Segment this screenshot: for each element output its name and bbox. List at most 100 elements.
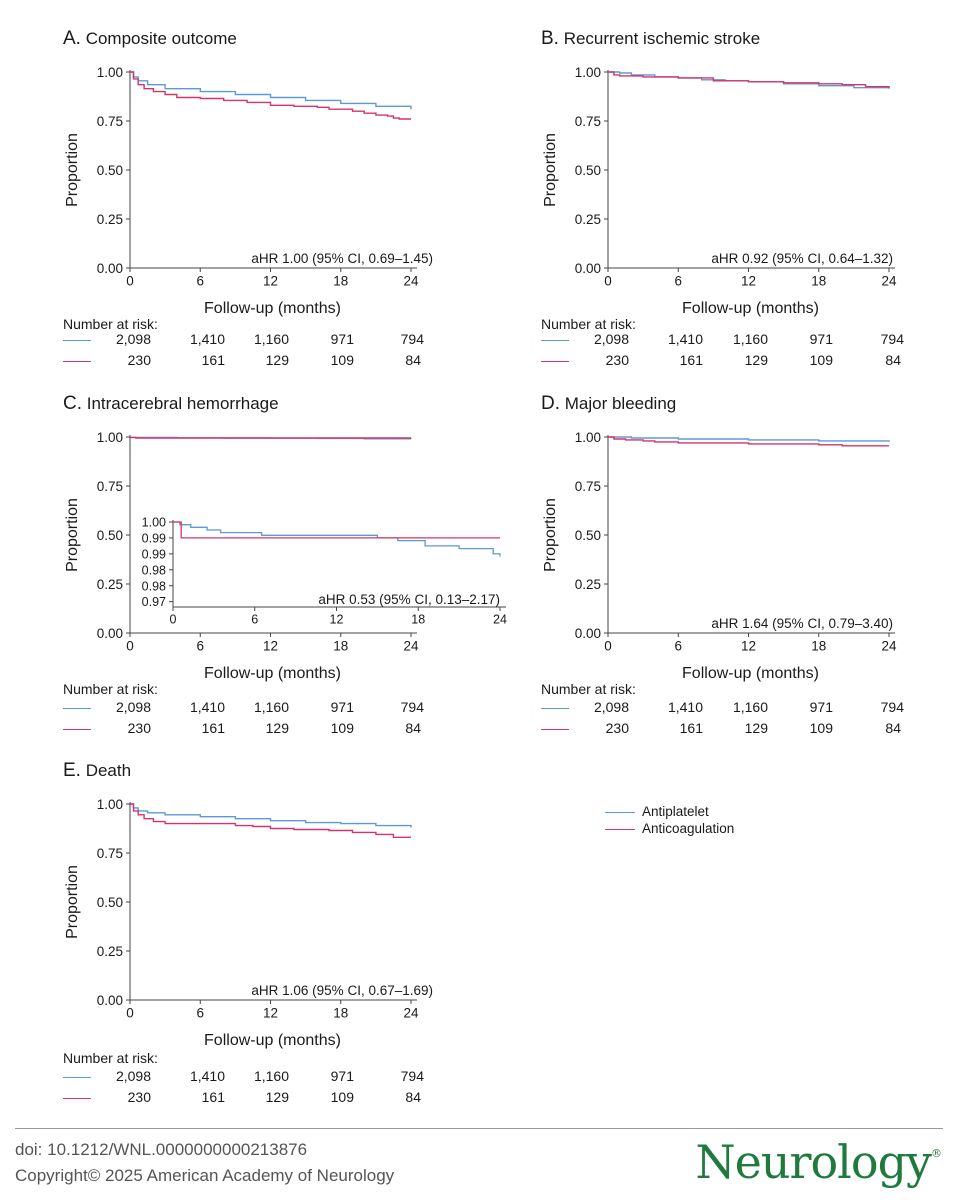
y-tick-label: 0.50 — [575, 528, 601, 543]
panel-letter: A. — [63, 28, 81, 49]
risk-value: 161 — [679, 352, 703, 368]
panel-letter: B. — [541, 28, 559, 49]
legend-label: Antiplatelet — [642, 804, 709, 819]
y-tick-label: 1.00 — [97, 430, 123, 445]
x-tick-label: 0 — [604, 274, 612, 289]
series-line-anticoagulation — [130, 71, 411, 120]
y-axis-label: Proportion — [64, 133, 81, 207]
x-tick-label: 24 — [881, 274, 897, 289]
risk-value: 794 — [880, 331, 904, 347]
x-tick-label: 6 — [196, 274, 204, 289]
risk-value: 794 — [400, 331, 424, 347]
risk-value: 84 — [405, 720, 421, 736]
panel-major-bleeding: D. Major bleeding 0 6 12 18 24 0.00 0.25 0.50 0.… — [478, 365, 958, 736]
risk-value: 109 — [330, 352, 354, 368]
panel-title: A. Composite outcome — [63, 28, 237, 50]
risk-value: 1,410 — [667, 331, 703, 347]
x-tick-label: 12 — [741, 639, 756, 654]
risk-row-line — [541, 729, 569, 730]
risk-value: 1,160 — [732, 699, 768, 715]
y-tick-label: 0.25 — [575, 212, 601, 227]
risk-row-antiplatelet: 2,098 1,410 1,160 971 794 — [0, 331, 480, 349]
x-tick-label: 0 — [126, 639, 134, 654]
y-tick-label: 0.00 — [575, 626, 601, 641]
y-tick-label: 0.00 — [97, 261, 123, 276]
risk-table-header: Number at risk: — [541, 316, 636, 332]
x-tick-label: 24 — [881, 639, 897, 654]
panel-title-text: Composite outcome — [85, 29, 237, 48]
panel-title-text: Intracerebral hemorrhage — [86, 394, 279, 413]
y-tick-label: 0.98 — [142, 579, 166, 593]
y-tick-label: 0.50 — [97, 163, 123, 178]
x-axis-label: Follow-up (months) — [204, 665, 341, 682]
x-axis-label: Follow-up (months) — [682, 300, 819, 317]
y-tick-label: 0.00 — [97, 626, 123, 641]
y-tick-label: 1.00 — [97, 797, 123, 812]
x-tick-label: 18 — [811, 274, 826, 289]
x-tick-label: 6 — [196, 1006, 204, 1021]
risk-value: 109 — [809, 352, 833, 368]
km-plot: 0 6 12 18 24 0.00 0.25 0.50 0.75 1.00 Follow-up (m… — [542, 430, 897, 682]
x-tick-label: 6 — [674, 639, 682, 654]
risk-value: 129 — [265, 1089, 289, 1105]
risk-row-antiplatelet: 2,098 1,410 1,160 971 794 — [0, 699, 480, 717]
risk-row-anticoagulation: 230 161 129 109 84 — [0, 1089, 480, 1107]
risk-value: 161 — [201, 1089, 225, 1105]
risk-row-line — [63, 1077, 91, 1078]
footer-doi: doi: 10.1212/WNL.0000000000213876 — [15, 1140, 308, 1159]
risk-row-anticoagulation: 230 161 129 109 84 — [0, 352, 480, 370]
panel-composite-outcome: A. Composite outcome 0 6 12 18 24 0.00 0.25 0.5… — [0, 0, 480, 370]
series-line-anticoagulation — [130, 436, 411, 439]
x-tick-label: 18 — [333, 1006, 348, 1021]
y-tick-label: 0.50 — [575, 163, 601, 178]
risk-table-header: Number at risk: — [63, 1050, 158, 1066]
risk-value: 161 — [679, 720, 703, 736]
km-plot: 0 6 12 18 24 0.00 0.25 0.50 0.75 1.00 Follow-up (m… — [64, 65, 433, 317]
y-tick-label: 0.97 — [142, 595, 166, 609]
y-tick-label: 0.25 — [97, 577, 123, 592]
x-axis-label: Follow-up (months) — [204, 300, 341, 317]
risk-value: 230 — [605, 352, 629, 368]
hazard-ratio-annotation: aHR 0.92 (95% CI, 0.64–1.32) — [711, 251, 893, 266]
x-tick-label: 0 — [604, 639, 612, 654]
risk-value: 129 — [265, 720, 289, 736]
panel-title-text: Death — [85, 761, 132, 780]
risk-value: 230 — [127, 720, 151, 736]
risk-value: 129 — [744, 720, 768, 736]
km-plot: 0 6 12 18 24 0.00 0.25 0.50 0.75 1.00 Follow-up (m… — [542, 65, 897, 317]
y-tick-label: 0.00 — [575, 261, 601, 276]
inset-series-line-antiplatelet — [173, 521, 501, 557]
series-line-antiplatelet — [130, 803, 412, 828]
x-tick-label: 0 — [126, 274, 134, 289]
panel-intracerebral-hemorrhage: C. Intracerebral hemorrhage 0 6 12 18 24 0.00… — [0, 365, 507, 736]
risk-value: 971 — [330, 699, 354, 715]
y-tick-label: 0.98 — [142, 563, 166, 577]
hazard-ratio-annotation: aHR 0.53 (95% CI, 0.13–2.17) — [318, 592, 500, 607]
y-tick-label: 0.75 — [97, 846, 123, 861]
legend-swatch — [605, 812, 635, 813]
x-tick-label: 18 — [333, 274, 348, 289]
y-tick-label: 0.50 — [97, 895, 123, 910]
risk-value: 1,160 — [253, 1068, 289, 1084]
hazard-ratio-annotation: aHR 1.00 (95% CI, 0.69–1.45) — [251, 251, 433, 266]
panel-letter: E. — [63, 760, 81, 781]
y-tick-label: 0.99 — [142, 547, 166, 561]
x-tick-label: 12 — [263, 274, 278, 289]
y-tick-label: 0.75 — [575, 479, 601, 494]
y-axis-label: Proportion — [64, 498, 81, 572]
x-tick-label: 6 — [674, 274, 682, 289]
y-tick-label: 0.25 — [97, 944, 123, 959]
registered-mark: ® — [931, 1147, 942, 1160]
y-tick-label: 0.75 — [575, 114, 601, 129]
hazard-ratio-annotation: aHR 1.06 (95% CI, 0.67–1.69) — [251, 983, 433, 998]
x-tick-label: 6 — [251, 613, 258, 627]
risk-row-line — [63, 361, 91, 362]
y-tick-label: 0.25 — [575, 577, 601, 592]
panel-title-text: Major bleeding — [564, 394, 677, 413]
risk-value: 230 — [127, 352, 151, 368]
panel-title: B. Recurrent ischemic stroke — [541, 28, 760, 50]
risk-value: 109 — [330, 720, 354, 736]
panel-letter: D. — [541, 393, 560, 414]
panel-death: E. Death 0 6 12 18 24 0.00 0.25 0.50 0.75 1.00 Fol… — [0, 732, 480, 1105]
risk-row-line — [63, 1098, 91, 1099]
